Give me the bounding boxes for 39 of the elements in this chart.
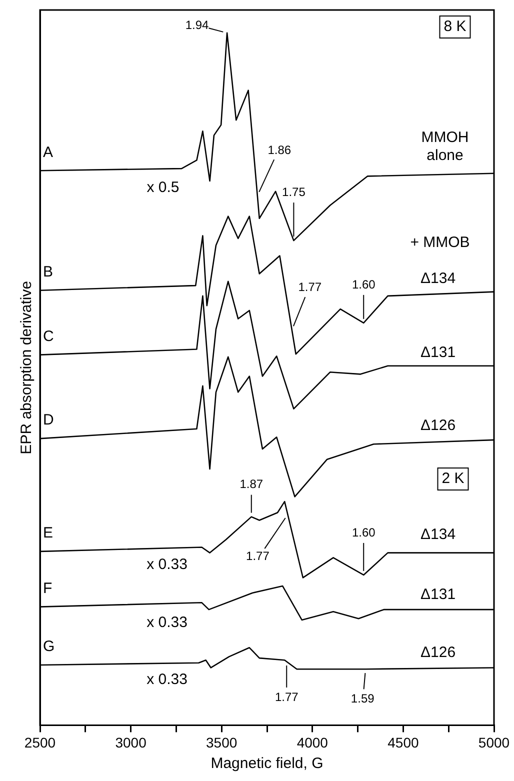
x-tick-label: 3000 — [115, 734, 147, 750]
series-label: A — [43, 144, 54, 161]
x-tick-label: 4000 — [296, 734, 328, 750]
annotation: 1.60 — [352, 525, 376, 540]
x-tick-label: 4500 — [388, 734, 419, 750]
annotation: Δ126 — [420, 417, 456, 434]
annotation: x 0.5 — [146, 179, 180, 196]
annotation: + MMOB — [410, 234, 470, 252]
series-label: F — [43, 580, 52, 597]
annotation: x 0.33 — [146, 556, 188, 574]
x-tick-label: 5000 — [478, 734, 510, 750]
x-tick-label: 2500 — [24, 734, 56, 750]
series-label: G — [43, 638, 55, 656]
series-label: C — [43, 328, 54, 345]
annotation: 1.75 — [282, 184, 306, 199]
annotation: MMOH alone — [421, 129, 469, 164]
annotation: Δ126 — [420, 644, 456, 662]
annotation: x 0.33 — [146, 671, 188, 688]
annotation: 1.94 — [185, 18, 210, 32]
annotation: 1.60 — [352, 277, 376, 292]
annotation: 1.77 — [298, 280, 322, 294]
annotation: 8 K — [444, 18, 466, 36]
annotation: Δ131 — [420, 586, 456, 604]
annotation: 1.86 — [268, 142, 292, 157]
annotation: Δ134 — [420, 526, 456, 544]
annotation: 1.59 — [350, 691, 375, 706]
series-label: E — [43, 524, 54, 542]
x-tick-label: 3500 — [206, 734, 238, 750]
annotation: Δ131 — [420, 344, 456, 362]
x-axis-title: Magnetic field, G — [210, 755, 324, 772]
annotation: Δ134 — [420, 270, 456, 288]
annotation: 1.77 — [274, 690, 299, 704]
annotation: x 0.33 — [146, 614, 188, 632]
annotation: 1.87 — [240, 477, 264, 492]
series-label: B — [43, 264, 54, 281]
y-axis-title: EPR absorption derivative — [18, 280, 36, 454]
annotation: 1.77 — [246, 549, 270, 564]
annotation: 2 K — [442, 470, 464, 488]
series-label: D — [43, 412, 54, 429]
